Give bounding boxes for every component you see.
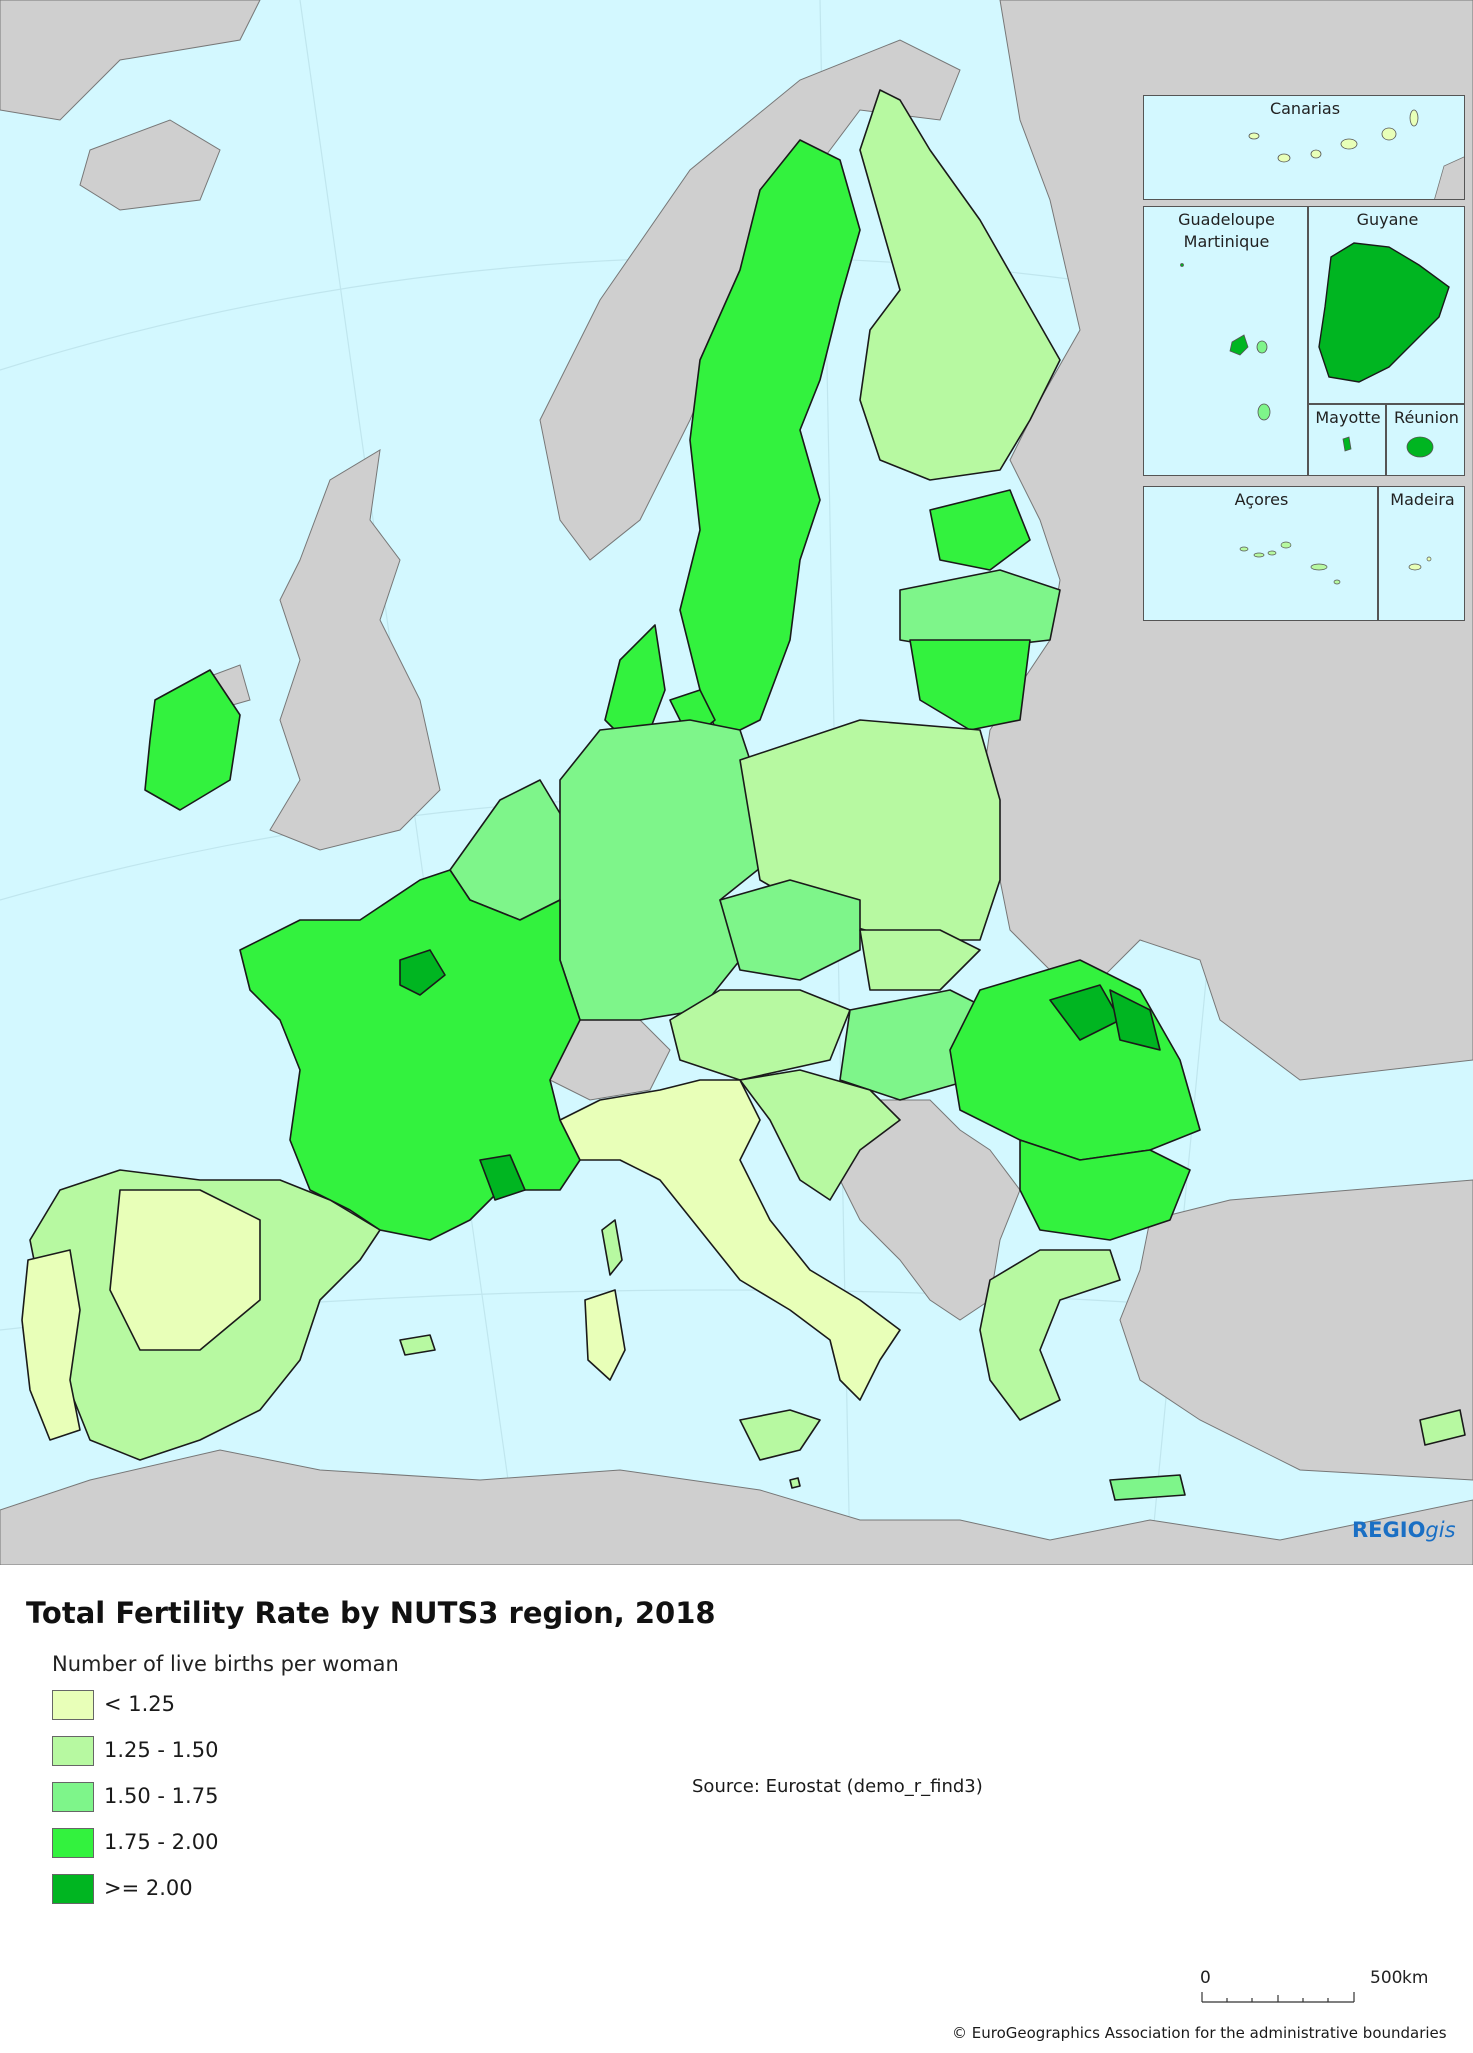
inset-reunion: Réunion [1386, 404, 1465, 476]
greenland-iceland [0, 0, 261, 121]
legend-swatch [52, 1828, 94, 1858]
acores-islands [1239, 541, 1341, 585]
region-ireland [144, 669, 241, 811]
inset-label-canarias: Canarias [1269, 99, 1341, 118]
region-romania-east [1109, 989, 1161, 1051]
inset-label-madeira: Madeira [1390, 490, 1455, 509]
reunion-island [1406, 436, 1434, 458]
region-germany [559, 719, 771, 1021]
inset-label-acores: Açores [1234, 490, 1289, 509]
region-slovakia [859, 929, 981, 991]
legend-label: < 1.25 [104, 1692, 176, 1716]
legend-label: 1.50 - 1.75 [104, 1784, 219, 1808]
scale-end-label: 500 [1370, 1968, 1402, 1988]
copyright-note: © EuroGeographics Association for the ad… [952, 2024, 1447, 2042]
scale-ruler [1201, 1992, 1355, 2003]
eu-regions [21, 89, 1466, 1501]
map-title: Total Fertility Rate by NUTS3 region, 20… [26, 1596, 716, 1630]
region-france-south [479, 1154, 526, 1201]
region-corsica [601, 1219, 623, 1276]
region-crete [1109, 1474, 1186, 1501]
legend-label: 1.75 - 2.00 [104, 1830, 219, 1854]
region-sicily [739, 1409, 821, 1461]
inset-canarias: Canarias [1143, 95, 1465, 200]
region-sweden [679, 139, 861, 741]
region-cyprus [1419, 1409, 1466, 1446]
region-malta [789, 1477, 801, 1489]
region-bulgaria [1019, 1139, 1191, 1241]
scale-start-label: 0 [1200, 1968, 1211, 1988]
inset-guyane: Guyane [1308, 206, 1465, 404]
canarias-islands [1248, 109, 1464, 199]
legend-title: Number of live births per woman [52, 1652, 399, 1676]
legend-swatch [52, 1874, 94, 1904]
region-czechia [719, 879, 861, 981]
region-spain-west [109, 1189, 261, 1351]
guyane-region [1318, 242, 1450, 383]
region-italy [559, 1079, 901, 1401]
region-france-paris [399, 949, 446, 996]
region-sardinia [584, 1289, 626, 1381]
inset-guadeloupe-martinique: Guadeloupe Martinique [1143, 206, 1308, 476]
scale-unit-label: km [1402, 1968, 1428, 1988]
legend-swatch [52, 1736, 94, 1766]
region-balearics [399, 1334, 436, 1356]
inset-label-guadeloupe: Guadeloupe [1178, 210, 1275, 229]
mayotte-island [1342, 436, 1352, 452]
source-note: Source: Eurostat (demo_r_find3) [692, 1776, 983, 1797]
guadeloupe-martinique-islands [1180, 263, 1271, 421]
inset-label-martinique: Martinique [1183, 232, 1270, 251]
legend-label: 1.25 - 1.50 [104, 1738, 219, 1762]
regiogis-logo: REGIOgis [1352, 1518, 1456, 1542]
north-africa [0, 1449, 1473, 1565]
inset-label-mayotte: Mayotte [1315, 408, 1381, 427]
region-latvia [899, 569, 1061, 651]
region-slovenia-croatia [739, 1069, 901, 1201]
region-austria [669, 989, 851, 1081]
region-greece [979, 1249, 1121, 1421]
inset-madeira: Madeira [1378, 486, 1465, 621]
norway [539, 39, 961, 561]
legend-swatch [52, 1690, 94, 1720]
region-estonia [929, 489, 1031, 571]
map-frame: Canarias Guadeloupe Martinique Guyane [0, 0, 1473, 1565]
great-britain [269, 449, 441, 851]
region-finland [859, 89, 1061, 481]
legend-swatch [52, 1782, 94, 1812]
region-romania [949, 959, 1201, 1161]
balkans [829, 1099, 1021, 1321]
madeira-islands [1408, 556, 1432, 571]
turkey [1119, 1179, 1473, 1481]
inset-label-guyane: Guyane [1356, 210, 1419, 229]
iceland [79, 119, 221, 211]
inset-acores: Açores [1143, 486, 1378, 621]
region-lithuania [909, 639, 1031, 731]
inset-mayotte: Mayotte [1308, 404, 1386, 476]
inset-label-reunion: Réunion [1394, 408, 1459, 427]
scale-bar: 0 500 km [1200, 1968, 1428, 2003]
region-portugal [21, 1249, 81, 1441]
legend-label: >= 2.00 [104, 1876, 193, 1900]
